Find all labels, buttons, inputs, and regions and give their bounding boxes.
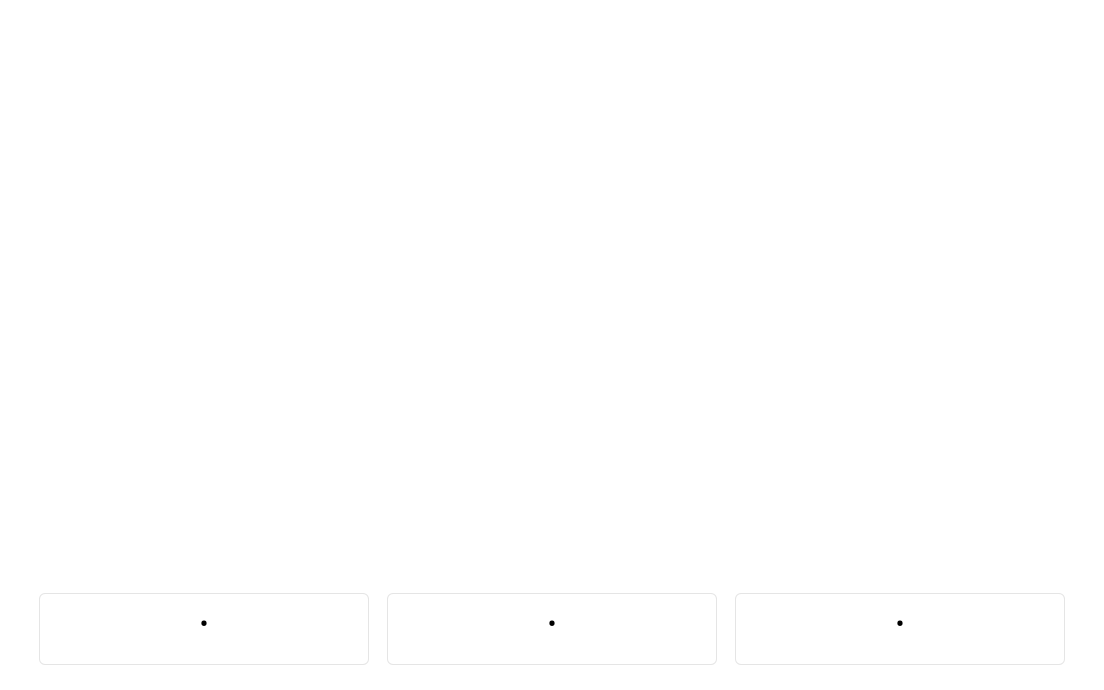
legend-card-min bbox=[39, 593, 369, 665]
gauge-svg bbox=[0, 0, 1104, 560]
legend-label-max bbox=[746, 610, 1054, 640]
legend-card-avg bbox=[387, 593, 717, 665]
legend-row bbox=[0, 593, 1104, 665]
cost-gauge bbox=[0, 0, 1104, 560]
legend-label-min bbox=[50, 610, 358, 640]
legend-label-avg bbox=[398, 610, 706, 640]
legend-card-max bbox=[735, 593, 1065, 665]
